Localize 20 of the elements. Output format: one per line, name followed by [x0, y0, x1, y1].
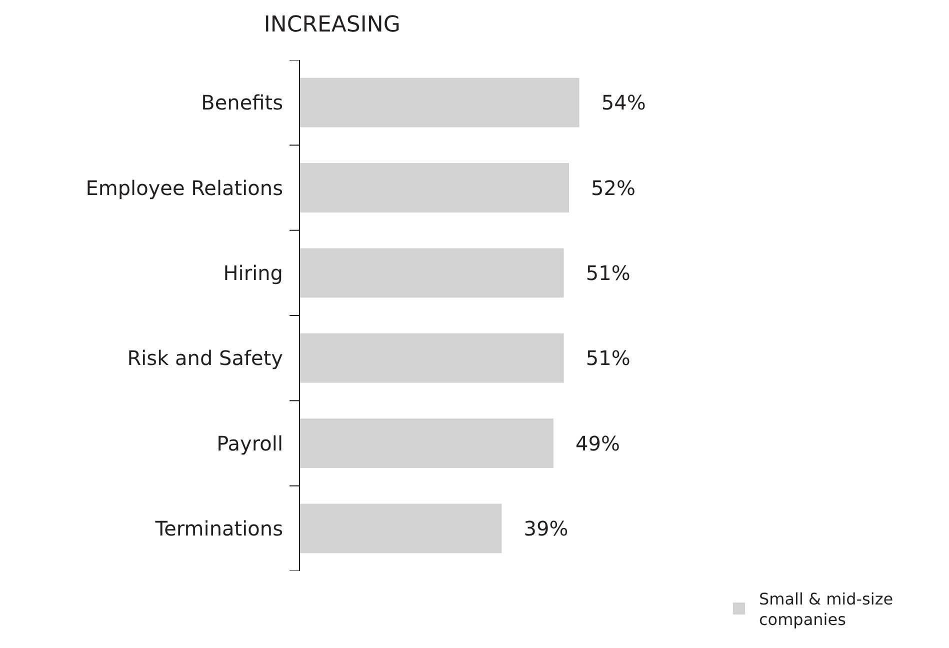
y-tick-label: Employee Relations	[86, 176, 283, 200]
y-tick-label: Hiring	[223, 260, 283, 285]
data-label: 39%	[504, 516, 568, 540]
bar	[300, 248, 564, 298]
data-label: 52%	[572, 176, 636, 200]
bar	[300, 504, 502, 554]
bar	[300, 78, 580, 128]
data-label: 51%	[566, 346, 630, 370]
y-tick-label: Payroll	[216, 431, 283, 456]
chart-title: INCREASING	[264, 12, 400, 38]
y-tick-label: Risk and Safety	[127, 346, 284, 370]
data-label: 51%	[566, 260, 630, 285]
data-label: 54%	[582, 90, 646, 115]
data-label: 49%	[556, 431, 620, 456]
bar	[300, 333, 564, 383]
bar	[300, 418, 554, 468]
y-tick-label: Benefits	[201, 90, 283, 115]
legend-label: Small & mid-size companies	[759, 589, 894, 630]
bar	[300, 163, 569, 212]
y-tick-label: Terminations	[154, 516, 283, 540]
